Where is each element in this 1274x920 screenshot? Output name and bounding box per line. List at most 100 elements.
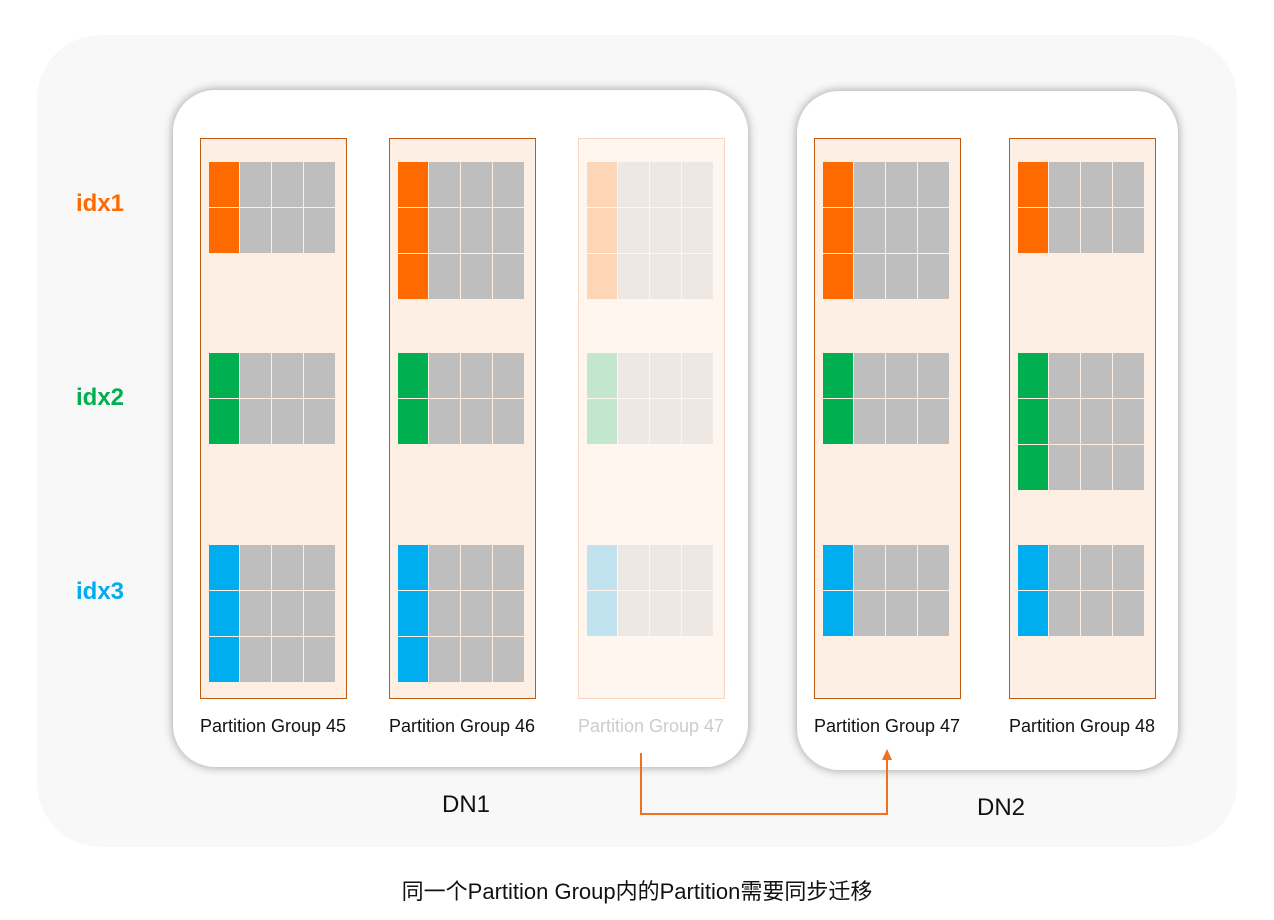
empty-cell (918, 162, 949, 207)
idx2-label: idx2 (76, 384, 125, 411)
empty-cell (1113, 445, 1144, 490)
empty-cell (650, 254, 681, 299)
idx3-partition-cell (209, 637, 239, 682)
empty-cell (493, 637, 524, 682)
empty-cell (1081, 445, 1112, 490)
empty-cell (918, 591, 949, 636)
empty-cell (240, 399, 271, 444)
idx2-partition-cell (587, 353, 617, 398)
idx3-partition-cell (1018, 545, 1048, 590)
empty-cell (493, 545, 524, 590)
empty-cell (618, 353, 649, 398)
empty-cell (1081, 399, 1112, 444)
idx1-partition-block (1018, 162, 1144, 253)
empty-cell (304, 208, 335, 253)
empty-cell (272, 591, 303, 636)
empty-cell (272, 637, 303, 682)
idx1-partition-cell (823, 162, 853, 207)
empty-cell (918, 208, 949, 253)
empty-cell (650, 591, 681, 636)
partition-group-label: Partition Group 46 (388, 716, 536, 736)
empty-cell (1113, 353, 1144, 398)
empty-cell (304, 162, 335, 207)
idx1-partition-cell (823, 208, 853, 253)
idx3-partition-cell (587, 545, 617, 590)
idx3-partition-cell (209, 591, 239, 636)
empty-cell (429, 637, 460, 682)
empty-cell (682, 254, 713, 299)
idx2-partition-cell (398, 399, 428, 444)
empty-cell (1049, 545, 1080, 590)
empty-cell (493, 399, 524, 444)
empty-cell (272, 545, 303, 590)
idx1-partition-block (587, 162, 713, 299)
dn1-label: DN1 (442, 791, 491, 818)
empty-cell (650, 399, 681, 444)
empty-cell (1049, 162, 1080, 207)
empty-cell (304, 591, 335, 636)
empty-cell (918, 254, 949, 299)
idx3-label: idx3 (76, 578, 125, 605)
idx2-partition-cell (209, 399, 239, 444)
empty-cell (618, 254, 649, 299)
empty-cell (650, 545, 681, 590)
idx1-partition-cell (587, 254, 617, 299)
idx1-partition-cell (398, 162, 428, 207)
idx2-partition-cell (587, 399, 617, 444)
empty-cell (682, 208, 713, 253)
empty-cell (886, 353, 917, 398)
empty-cell (240, 545, 271, 590)
empty-cell (886, 399, 917, 444)
idx2-partition-block (209, 353, 335, 444)
empty-cell (1049, 591, 1080, 636)
empty-cell (429, 399, 460, 444)
empty-cell (1081, 545, 1112, 590)
empty-cell (493, 208, 524, 253)
empty-cell (1081, 162, 1112, 207)
idx3-partition-cell (587, 591, 617, 636)
empty-cell (429, 254, 460, 299)
empty-cell (618, 162, 649, 207)
empty-cell (461, 353, 492, 398)
empty-cell (272, 353, 303, 398)
empty-cell (854, 399, 885, 444)
empty-cell (1049, 399, 1080, 444)
empty-cell (461, 399, 492, 444)
idx2-partition-cell (398, 353, 428, 398)
empty-cell (304, 637, 335, 682)
idx1-partition-cell (587, 208, 617, 253)
empty-cell (918, 545, 949, 590)
idx3-partition-cell (823, 591, 853, 636)
idx1-partition-cell (587, 162, 617, 207)
migration-arrow-line (640, 753, 888, 815)
empty-cell (1081, 353, 1112, 398)
empty-cell (429, 545, 460, 590)
idx2-partition-block (1018, 353, 1144, 490)
idx3-partition-cell (1018, 591, 1048, 636)
idx3-partition-cell (209, 545, 239, 590)
empty-cell (886, 254, 917, 299)
empty-cell (1081, 591, 1112, 636)
idx1-partition-cell (823, 254, 853, 299)
empty-cell (1113, 399, 1144, 444)
empty-cell (429, 208, 460, 253)
partition-group-label: Partition Group 47 (577, 716, 725, 736)
empty-cell (618, 399, 649, 444)
empty-cell (650, 353, 681, 398)
empty-cell (272, 208, 303, 253)
empty-cell (1081, 208, 1112, 253)
idx2-partition-cell (1018, 445, 1048, 490)
partition-group-label: Partition Group 45 (199, 716, 347, 736)
idx1-partition-cell (398, 208, 428, 253)
empty-cell (429, 162, 460, 207)
idx3-partition-cell (398, 637, 428, 682)
empty-cell (1113, 545, 1144, 590)
idx1-partition-cell (1018, 162, 1048, 207)
idx3-partition-block (823, 545, 949, 636)
empty-cell (886, 591, 917, 636)
idx1-partition-cell (209, 162, 239, 207)
empty-cell (304, 399, 335, 444)
idx2-partition-cell (1018, 399, 1048, 444)
idx2-partition-cell (823, 399, 853, 444)
